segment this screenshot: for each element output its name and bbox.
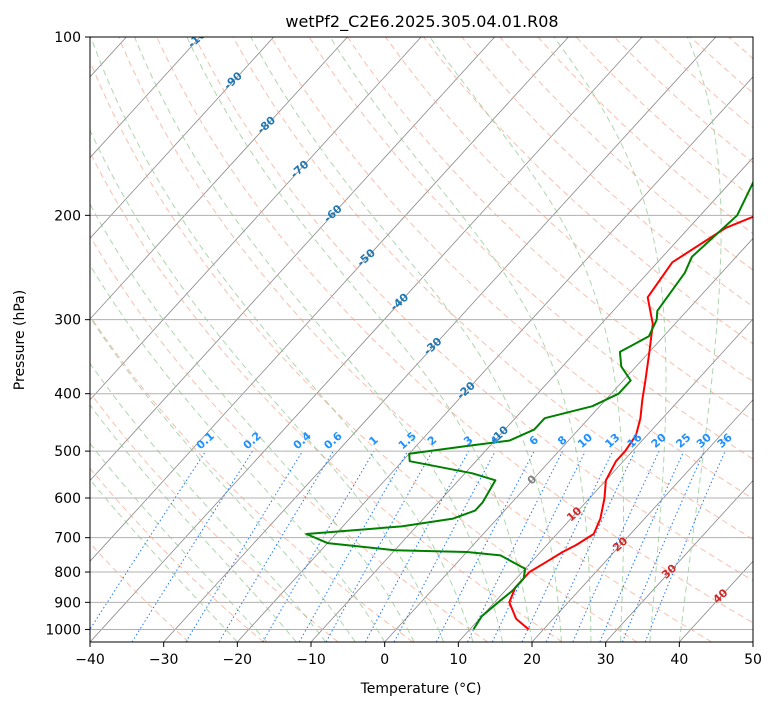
plot-area: 0.10.20.40.611.52346810131620253036-100-… <box>90 37 753 642</box>
dry-adiabat-line <box>346 37 753 421</box>
skewed-isotherm <box>237 76 753 642</box>
moist-adiabat-line <box>429 37 624 642</box>
mixing-ratio-line <box>467 450 564 642</box>
y-tick-label: 200 <box>54 208 81 224</box>
moist-adiabat-line <box>134 37 503 642</box>
mixing-ratio-line <box>572 450 660 642</box>
y-axis-title: Pressure (hPa) <box>12 290 28 390</box>
skewed-isotherm <box>90 37 275 239</box>
moist-adiabat-line <box>90 362 327 642</box>
moist-adiabat-line <box>90 128 445 642</box>
skewed-isotherm <box>90 37 643 642</box>
moist-adiabat-line <box>90 316 356 642</box>
y-tick-label: 1000 <box>45 622 81 638</box>
moist-adiabat-line <box>90 202 415 642</box>
moist-adiabat-line <box>90 37 474 642</box>
mixing-ratio-line <box>325 450 433 642</box>
mixing-ratio-lines <box>90 450 726 642</box>
skewed-isotherm <box>605 479 753 642</box>
x-tick-label: −20 <box>223 652 253 668</box>
moist-adiabat-line <box>90 264 386 642</box>
dry-adiabat-line <box>90 60 638 642</box>
skewed-isotherm <box>163 37 717 642</box>
moist-adiabat-line <box>250 37 562 642</box>
dry-adiabat-line <box>156 37 753 624</box>
dry-adiabat-line <box>90 542 190 642</box>
x-tick-label: −40 <box>75 652 105 668</box>
mixing-ratio-line <box>90 450 207 631</box>
skewed-isotherm <box>90 37 496 482</box>
mixing-ratio-line <box>599 450 685 642</box>
dry-adiabat-line <box>118 37 712 642</box>
mixing-ratio-line <box>393 450 496 642</box>
mixing-ratio-line <box>364 450 470 642</box>
dry-adiabat-line <box>90 467 264 642</box>
x-tick-label: 30 <box>597 652 615 668</box>
x-axis-ticks: −40 −30 −20 −10 0 10 20 30 40 50 <box>75 642 762 668</box>
plot-frame <box>89 36 754 643</box>
y-tick-label: 700 <box>54 531 81 547</box>
dry-adiabat-line <box>270 37 753 500</box>
skewed-isotherm <box>531 399 753 642</box>
dry-adiabat-line <box>232 37 753 540</box>
moist-adiabat-line <box>329 37 592 642</box>
moist-adiabat-line <box>678 37 722 642</box>
x-tick-label: 40 <box>670 652 688 668</box>
y-tick-label: 300 <box>54 313 81 329</box>
skewed-isotherm <box>90 37 422 401</box>
x-axis-title: Temperature (°C) <box>360 681 482 697</box>
profile-series <box>305 180 753 631</box>
dry-adiabat-line <box>90 235 488 642</box>
moist-adiabat-line <box>90 404 297 642</box>
mixing-ratio-line <box>644 450 726 642</box>
y-tick-label: 600 <box>54 491 81 507</box>
y-tick-label: 900 <box>54 595 81 611</box>
skewed-isotherm <box>90 37 569 562</box>
x-tick-label: 10 <box>449 652 467 668</box>
y-tick-label: 500 <box>54 444 81 460</box>
profile-line <box>508 215 753 631</box>
mixing-ratio-line <box>131 450 254 642</box>
profile-line <box>305 180 753 630</box>
chart-title: wetPf2_C2E6.2025.305.04.01.R08 <box>285 12 558 32</box>
moist-adiabat-line <box>553 37 667 642</box>
x-tick-label: −10 <box>296 652 326 668</box>
x-tick-label: 20 <box>523 652 541 668</box>
x-tick-label: 50 <box>744 652 762 668</box>
skewed-isotherm <box>90 37 201 159</box>
y-tick-label: 800 <box>54 565 81 581</box>
y-axis-ticks: 100 200 300 400 500 600 700 800 900 1000 <box>45 30 90 638</box>
dry-adiabat-line <box>194 37 753 582</box>
x-tick-label: 0 <box>380 652 389 668</box>
y-tick-label: 400 <box>54 387 81 403</box>
skewed-isotherm <box>458 318 753 642</box>
dry-adiabat-line <box>308 37 753 460</box>
mixing-ratio-line <box>185 450 304 642</box>
skewed-isotherm <box>90 37 348 320</box>
x-tick-label: −30 <box>149 652 179 668</box>
skewed-isotherm <box>384 237 753 642</box>
y-tick-label: 100 <box>54 30 81 46</box>
mixing-ratio-line <box>621 450 705 642</box>
